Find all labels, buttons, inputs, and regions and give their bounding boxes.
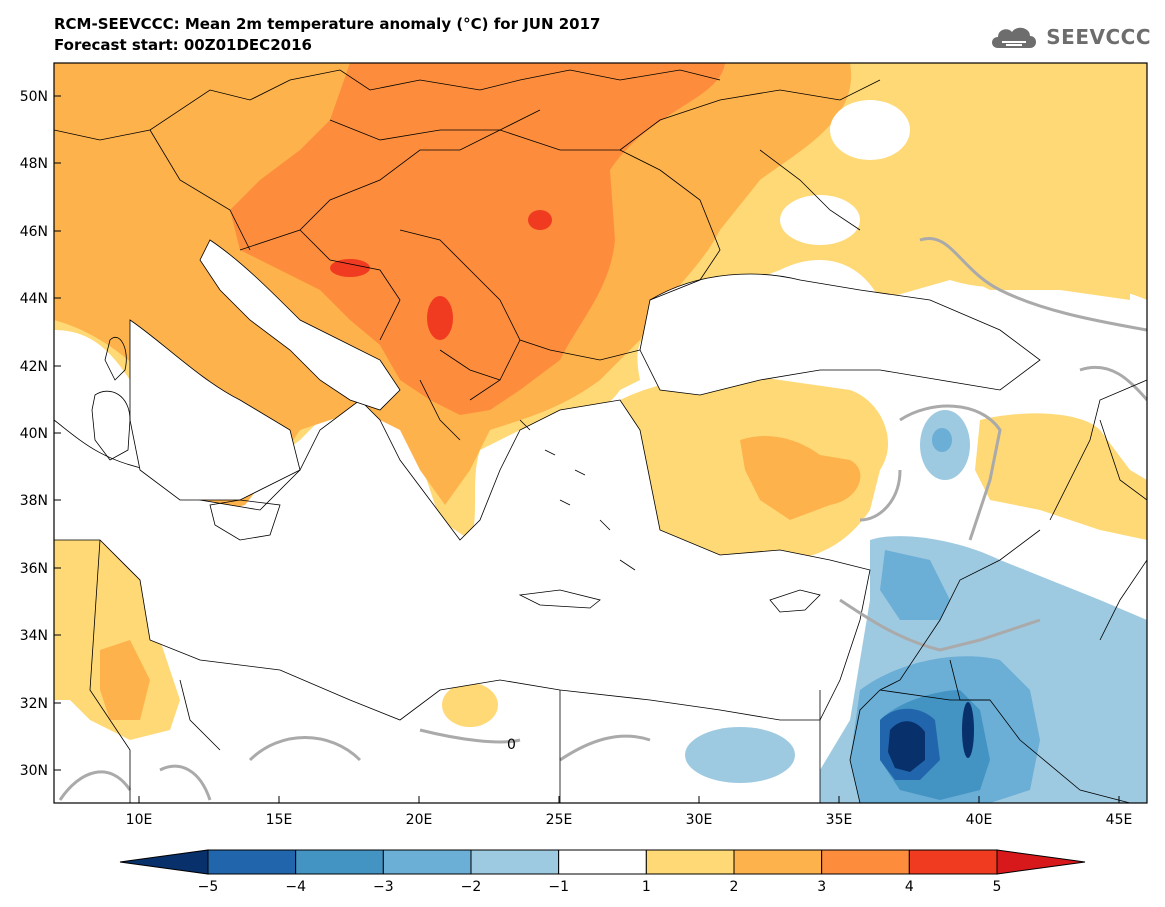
tyrrhenian-sea xyxy=(129,319,301,501)
sicily-island xyxy=(209,499,281,541)
colorbar-label: 1 xyxy=(642,879,651,895)
anomaly-band-minus-2-3 xyxy=(932,428,952,452)
anomaly-near-zero-patch xyxy=(830,100,910,160)
anomaly-band-minus-5 xyxy=(962,702,974,758)
anomaly-band-minus-1-2-egypt xyxy=(685,727,795,783)
zero-contours xyxy=(58,236,1147,801)
lon-tick-label: 30E xyxy=(686,812,713,828)
anomaly-near-zero-patch xyxy=(780,195,860,245)
anomaly-field xyxy=(54,63,1147,803)
colorbar-label: 5 xyxy=(993,879,1002,895)
colorbar-segment xyxy=(908,849,998,875)
logo-text: SEEVCCC xyxy=(1046,25,1151,49)
anomaly-patch-4-5 xyxy=(330,259,370,277)
lon-tick-label: 20E xyxy=(406,812,433,828)
lat-tick-label: 40N xyxy=(20,426,48,442)
axis-ticks xyxy=(54,95,1120,803)
lat-tick-label: 42N xyxy=(20,359,48,375)
colorbar-label: −3 xyxy=(373,879,394,895)
colorbar-label: −2 xyxy=(461,879,482,895)
lat-tick-label: 34N xyxy=(20,628,48,644)
colorbar-label: −1 xyxy=(548,879,569,895)
lat-tick-label: 48N xyxy=(20,156,48,172)
colorbar-segment xyxy=(645,849,735,875)
anomaly-band-1-2-libya xyxy=(442,683,498,727)
lon-tick-label: 10E xyxy=(126,812,153,828)
lat-tick-label: 30N xyxy=(20,763,48,779)
anomaly-band-1-2-caspian xyxy=(950,195,1130,300)
anomaly-band-2-3-turkey xyxy=(740,435,861,520)
colorbar-segment xyxy=(382,849,472,875)
adriatic-sea xyxy=(199,239,401,411)
colorbar-segment xyxy=(119,849,209,875)
colorbar-segment xyxy=(996,849,1086,875)
lon-tick-labels: 10E 15E 20E 25E 30E 35E 40E 45E xyxy=(126,812,1133,828)
mediterranean-sea xyxy=(54,399,871,721)
colorbar-segment xyxy=(470,849,560,875)
lat-tick-label: 36N xyxy=(20,561,48,577)
anomaly-band-1-2-east xyxy=(975,413,1147,540)
islands xyxy=(91,337,821,613)
colorbar-segment xyxy=(733,849,823,875)
lon-tick-label: 35E xyxy=(826,812,853,828)
colorbar-segment xyxy=(558,849,647,875)
corsica-island xyxy=(104,337,127,381)
anomaly-patch-4-5 xyxy=(528,210,552,230)
colorbar-label: 3 xyxy=(817,879,826,895)
anomaly-patch-4-5 xyxy=(427,296,453,340)
map-title: RCM-SEEVCCC: Mean 2m temperature anomaly… xyxy=(54,15,601,33)
colorbar: −5 −4 −3 −2 −1 1 2 3 4 5 xyxy=(119,849,1086,895)
sardinia-island xyxy=(91,390,131,461)
lat-tick-label: 46N xyxy=(20,224,48,240)
lon-tick-label: 25E xyxy=(546,812,573,828)
cyprus-island xyxy=(769,589,821,613)
zero-contour-label: 0 xyxy=(507,737,516,753)
forecast-start-subtitle: Forecast start: 00Z01DEC2016 xyxy=(54,36,312,54)
colorbar-label: 2 xyxy=(730,879,739,895)
crete-island xyxy=(518,589,601,609)
lat-tick-label: 50N xyxy=(20,89,48,105)
anomaly-band-minus-2-3 xyxy=(880,550,950,620)
cloud-icon xyxy=(992,27,1037,48)
colorbar-segment xyxy=(295,849,384,875)
anomaly-band-3-4-core xyxy=(230,63,725,415)
colorbar-segment xyxy=(821,849,910,875)
lat-tick-label: 32N xyxy=(20,696,48,712)
country-borders xyxy=(54,69,1147,803)
anomaly-band-minus-5 xyxy=(888,721,925,772)
lon-tick-label: 45E xyxy=(1106,812,1133,828)
lat-tick-labels: 50N 48N 46N 44N 42N 40N 38N 36N 34N 32N … xyxy=(20,89,48,779)
lat-tick-label: 38N xyxy=(20,493,48,509)
colorbar-label: 4 xyxy=(905,879,914,895)
black-sea xyxy=(639,273,1041,396)
lat-tick-label: 44N xyxy=(20,291,48,307)
lon-tick-label: 15E xyxy=(266,812,293,828)
seevccc-logo: SEEVCCC xyxy=(988,22,1151,52)
anomaly-band-2-3-africa xyxy=(100,640,150,720)
lon-tick-label: 40E xyxy=(966,812,993,828)
colorbar-label: −5 xyxy=(198,879,219,895)
aegean-islands xyxy=(519,419,636,571)
colorbar-segment xyxy=(207,849,297,875)
colorbar-label: −4 xyxy=(285,879,306,895)
